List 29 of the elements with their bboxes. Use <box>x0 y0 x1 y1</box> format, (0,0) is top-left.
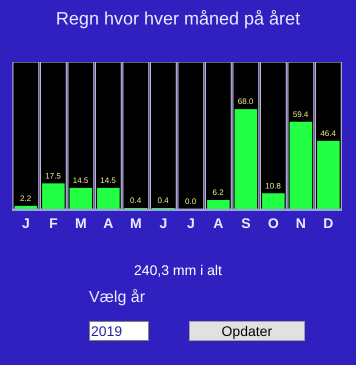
x-tick-label: F <box>49 214 58 231</box>
data-label: 59.4 <box>292 110 309 119</box>
data-label: 0.0 <box>185 197 197 206</box>
data-label: 10.8 <box>265 181 282 190</box>
x-tick-label: J <box>159 214 168 231</box>
text: 240,3 mm i alt <box>134 262 222 278</box>
data-label: 68.0 <box>238 97 254 106</box>
data-label: 2.2 <box>20 194 32 203</box>
data-label: 0.4 <box>130 196 142 206</box>
data-label: 46.4 <box>320 128 336 138</box>
data-label: 14.5 <box>100 176 116 185</box>
text: Opdater <box>222 323 272 339</box>
chart-title: Regn hvor hver måned på året <box>56 8 300 29</box>
x-tick-label: M <box>130 214 142 231</box>
x-tick-label: N <box>296 214 306 231</box>
data-label: 17.5 <box>45 171 62 180</box>
x-tick-label: O <box>268 214 279 231</box>
x-tick-label: D <box>323 214 334 231</box>
text: 2019 <box>91 323 122 339</box>
text: Vælg år <box>89 289 146 306</box>
x-tick-label: J <box>186 214 195 231</box>
data-label: 14.5 <box>72 176 89 185</box>
data-label: 0.4 <box>158 196 170 206</box>
x-tick-label: A <box>103 214 114 231</box>
x-tick-label: J <box>22 214 30 231</box>
x-tick-label: M <box>75 214 87 231</box>
data-label: 6.2 <box>212 188 224 198</box>
x-tick-label: A <box>213 214 224 231</box>
x-tick-label: S <box>241 214 251 231</box>
